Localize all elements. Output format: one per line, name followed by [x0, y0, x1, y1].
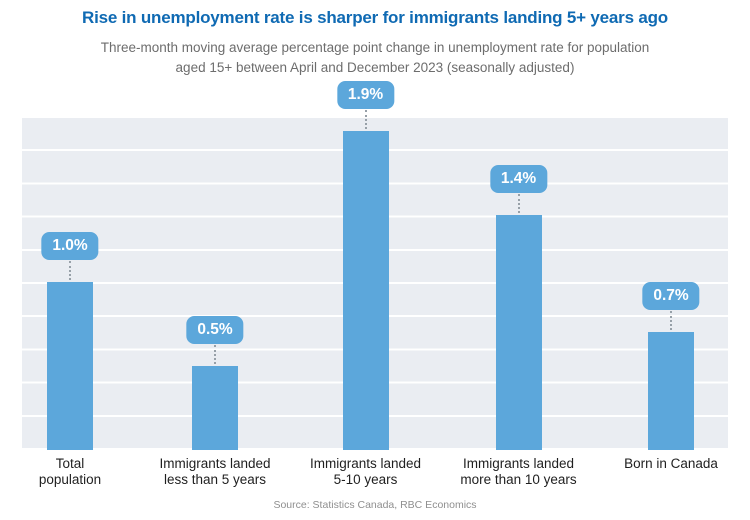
bar [47, 282, 93, 450]
bar [648, 332, 694, 450]
value-badge: 0.7% [642, 282, 700, 310]
x-axis: Total population Immigrants landed less t… [22, 456, 728, 494]
source-note: Source: Statistics Canada, RBC Economics [273, 499, 477, 511]
value-badge: 1.4% [489, 165, 548, 193]
x-axis-label: Born in Canada [624, 456, 718, 471]
chart-subtitle: Three-month moving average percentage po… [0, 38, 750, 77]
x-axis-label: Immigrants landed less than 5 years [159, 456, 271, 488]
plot-area: 1.0% 0.5% 1.9% 1.4% 0.7% [22, 81, 728, 450]
bar-connector [670, 311, 672, 330]
value-badge: 0.5% [186, 316, 244, 344]
bar-connector [69, 261, 71, 280]
x-axis-label: Immigrants landed 5-10 years [309, 456, 422, 488]
bar [192, 366, 238, 450]
page-title: Rise in unemployment rate is sharper for… [82, 8, 668, 27]
bar [342, 131, 389, 450]
value-badge: 1.0% [41, 232, 99, 260]
chart-subtitle-line1: Three-month moving average percentage po… [100, 40, 650, 55]
bar-connector [517, 194, 520, 213]
bar-connector [364, 110, 367, 129]
value-badge: 1.9% [336, 81, 395, 109]
x-axis-label: Immigrants landed more than 10 years [460, 456, 577, 488]
bar-connector [214, 345, 216, 364]
chart-subtitle-line2: aged 15+ between April and December 2023… [175, 59, 575, 75]
x-axis-label: Total population [38, 456, 102, 488]
bar [495, 215, 542, 450]
